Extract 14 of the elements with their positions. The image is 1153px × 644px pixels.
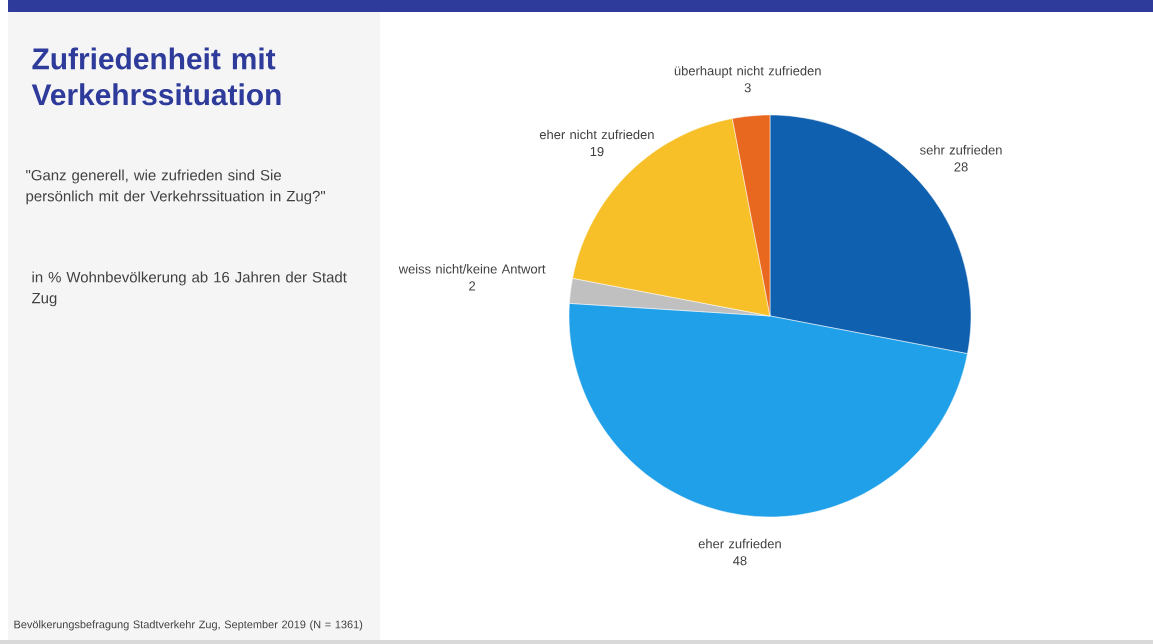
data-label: 28	[954, 162, 968, 172]
text: Bevölkerungsbefragung Stadtverkehr Zug, September 2019 (N = 1361)	[14, 620, 363, 631]
data-label: 48	[733, 556, 747, 566]
slice-label: eher zufrieden	[698, 538, 781, 549]
text: Zufriedenheit mit Verkehrssituation	[31, 47, 281, 106]
slice-label: überhaupt nicht zufrieden	[674, 65, 821, 78]
slice-label: eher nicht zufrieden	[539, 129, 654, 140]
slice-label: weiss nicht/keine Antwort	[398, 264, 546, 274]
data-label: 3	[744, 83, 751, 93]
slice-label: sehr zufrieden	[920, 145, 1002, 155]
data-label: 2	[469, 281, 476, 291]
data-label: 19	[590, 146, 604, 157]
text: in % Wohnbevölkerung ab 16 Jahren der Stadt Zug	[32, 271, 347, 307]
text: "Ganz generell, wie zufrieden sind Sie persönlich mit der Verkehrssituation in Zug?"	[26, 169, 326, 205]
